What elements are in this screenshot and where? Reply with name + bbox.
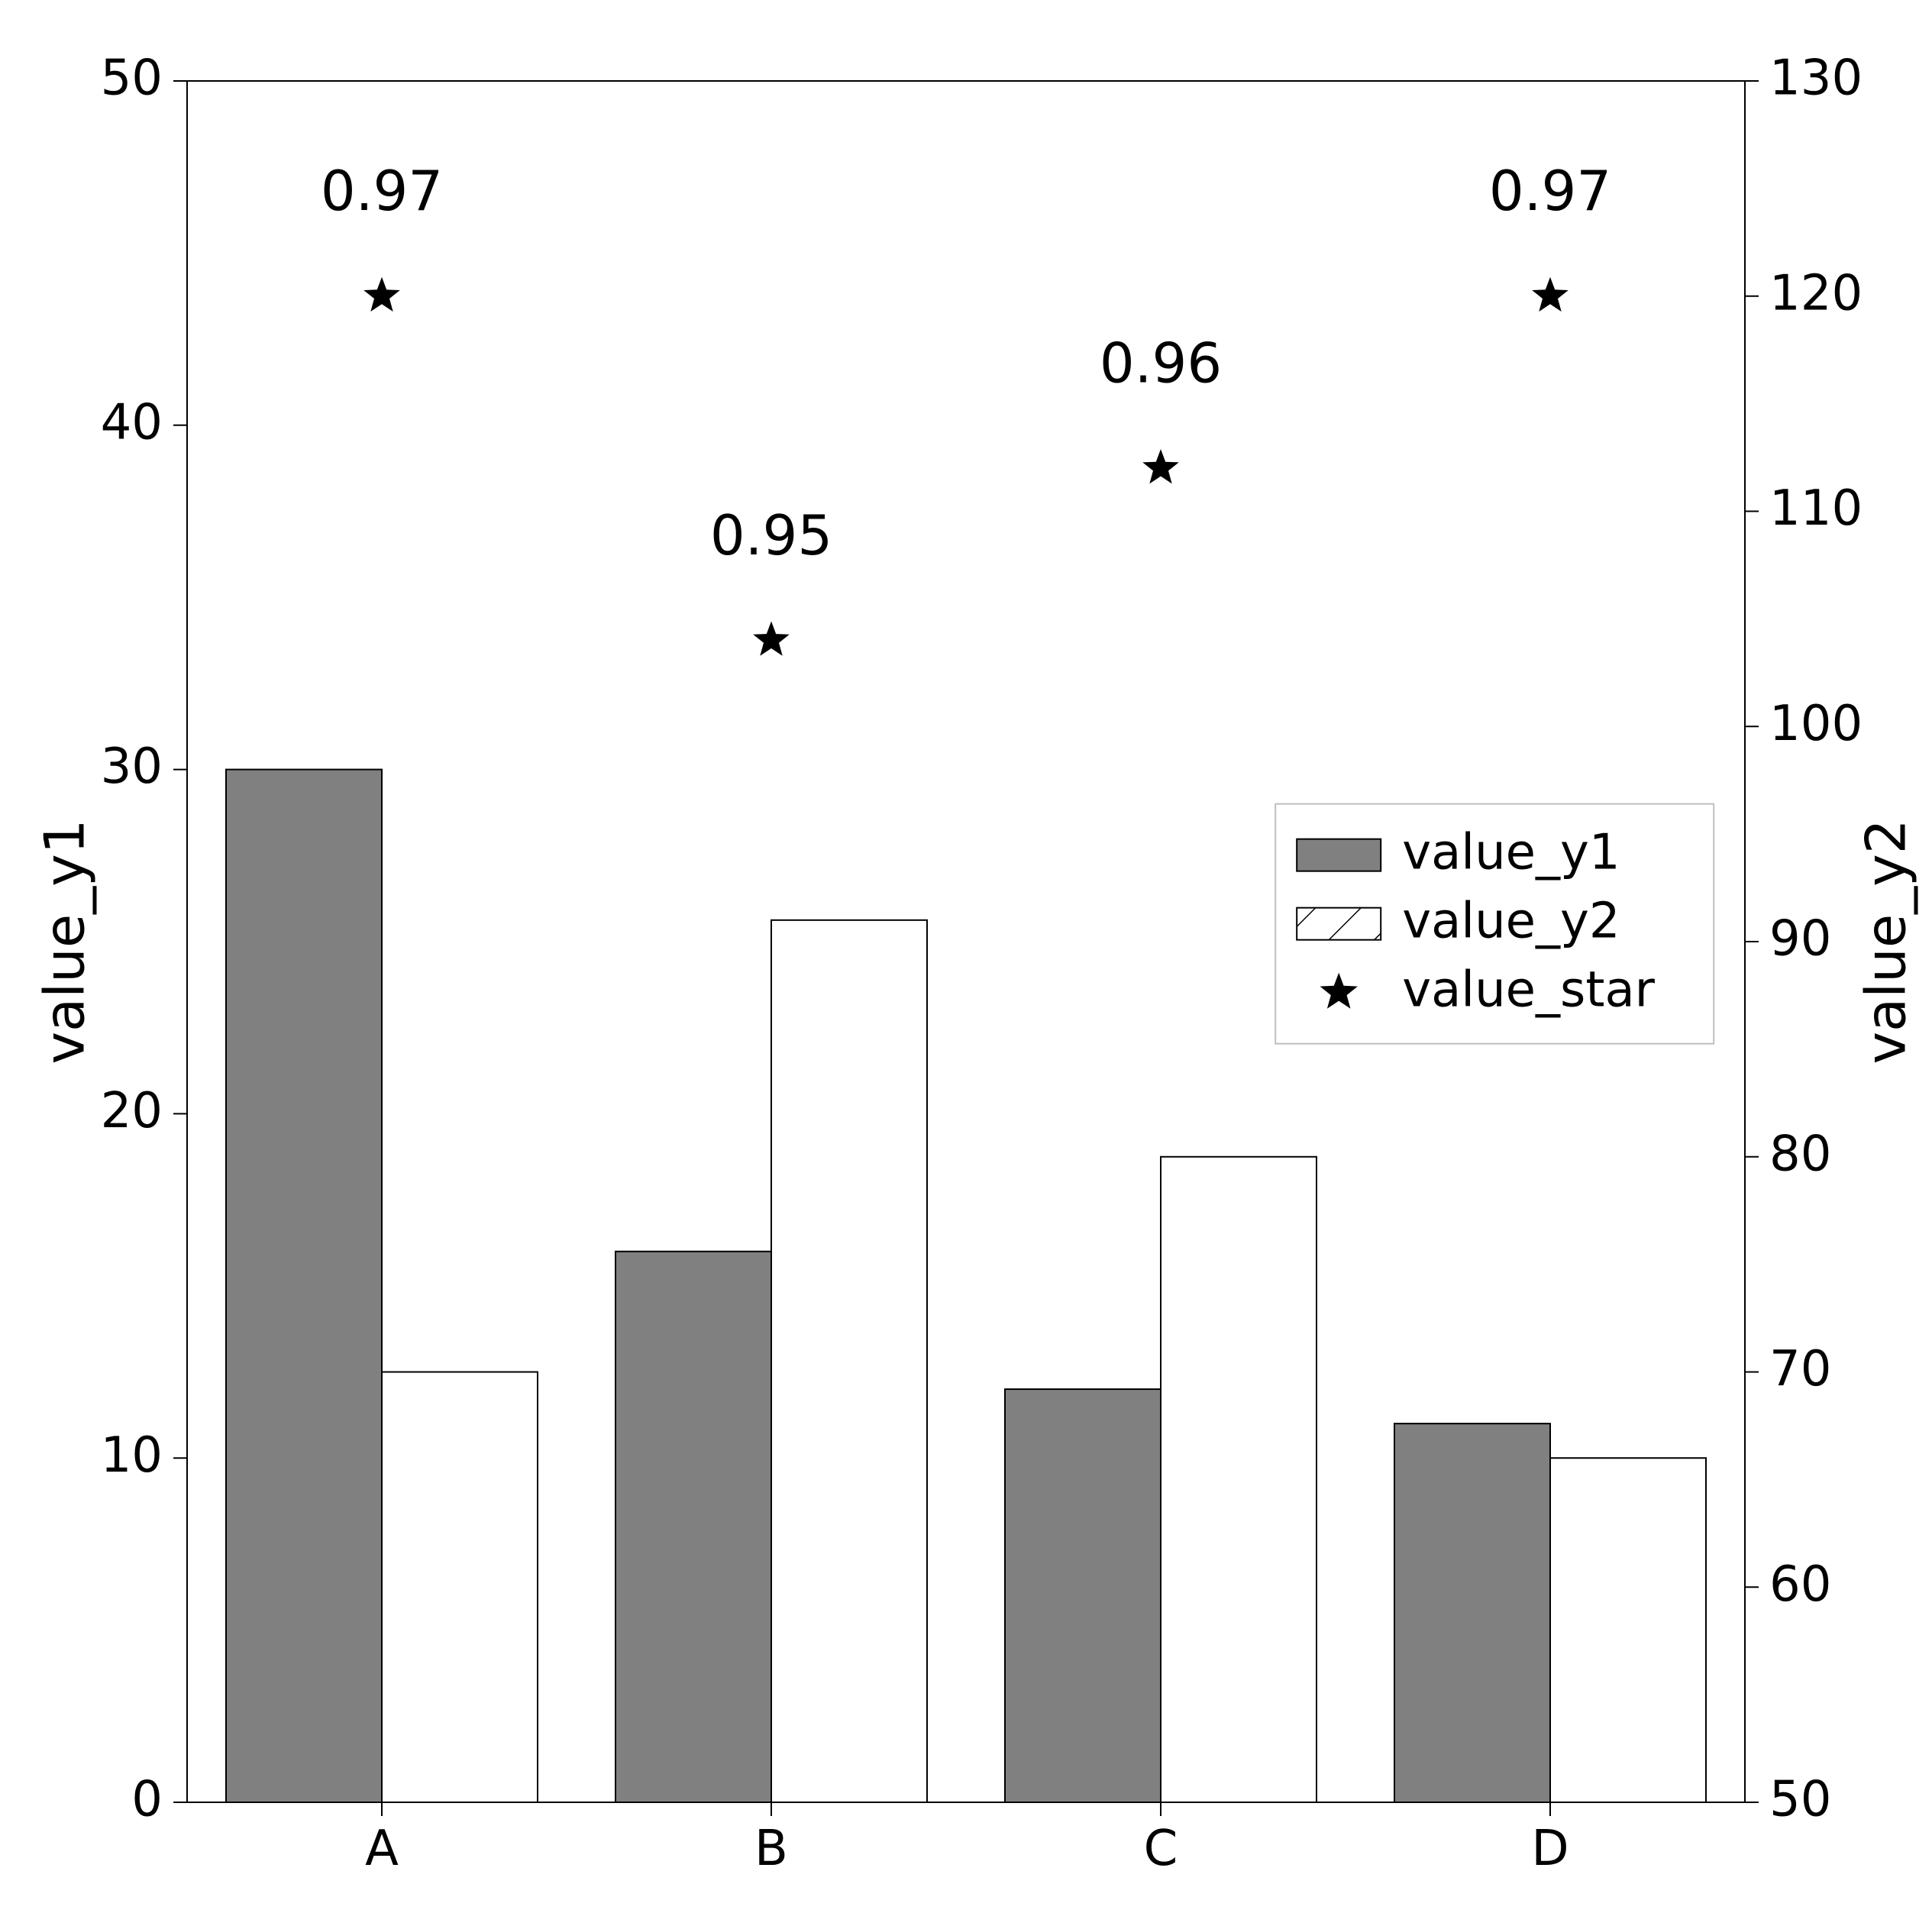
y2-axis-label: value_y2 — [1854, 819, 1918, 1064]
y2-tick-label: 50 — [1769, 1772, 1831, 1828]
y1-tick-label: 30 — [101, 738, 163, 795]
y1-axis-label: value_y1 — [33, 819, 97, 1064]
star-value-label: 0.95 — [710, 503, 832, 567]
y2-tick-label: 110 — [1769, 480, 1863, 537]
bar-y2 — [771, 920, 927, 1802]
y2-tick-label: 80 — [1769, 1126, 1831, 1182]
y1-tick-label: 50 — [101, 50, 163, 107]
y2-tick-label: 90 — [1769, 911, 1831, 968]
y1-tick-label: 40 — [101, 394, 163, 451]
legend-label: value_y1 — [1402, 824, 1620, 881]
bar-y2 — [1550, 1458, 1706, 1802]
star-marker — [753, 622, 790, 656]
legend-label: value_star — [1402, 961, 1655, 1018]
star-value-label: 0.96 — [1100, 331, 1222, 395]
bar-y1 — [226, 770, 382, 1802]
star-marker — [1532, 277, 1569, 312]
bar-y2 — [382, 1372, 538, 1803]
star-marker — [1142, 449, 1179, 483]
star-value-label: 0.97 — [321, 159, 443, 223]
y1-tick-label: 10 — [101, 1427, 163, 1484]
chart-container: 0 10 20 30 40 50 value_y1 50 60 70 80 90 100 110 120 13… — [0, 0, 1932, 1926]
bar-y1 — [1005, 1389, 1161, 1802]
y2-tick-label: 130 — [1769, 50, 1863, 107]
y2-tick-label: 100 — [1769, 696, 1863, 752]
bar-y1 — [615, 1252, 771, 1802]
y1-tick-label: 0 — [131, 1772, 163, 1828]
y2-tick-label: 70 — [1769, 1341, 1831, 1398]
legend-swatch-y1 — [1297, 839, 1381, 871]
x-tick-label: B — [754, 1821, 788, 1877]
y2-tick-label: 60 — [1769, 1556, 1831, 1613]
chart-svg: 0 10 20 30 40 50 value_y1 50 60 70 80 90 100 110 120 13… — [0, 0, 1932, 1926]
legend-label: value_y2 — [1402, 893, 1620, 949]
x-tick-label: D — [1531, 1821, 1569, 1877]
star-value-label: 0.97 — [1489, 159, 1611, 223]
y2-tick-label: 120 — [1769, 265, 1863, 322]
x-tick-label: A — [365, 1821, 399, 1877]
x-tick-label: C — [1144, 1821, 1178, 1877]
legend: value_y1 value_y2 value_star — [1275, 804, 1714, 1044]
bar-y1 — [1394, 1423, 1550, 1802]
star-marker — [363, 277, 400, 312]
y1-tick-label: 20 — [101, 1083, 163, 1139]
legend-swatch-y2 — [1297, 908, 1381, 940]
bar-y2 — [1161, 1157, 1317, 1802]
legend-star-icon — [1320, 973, 1358, 1009]
